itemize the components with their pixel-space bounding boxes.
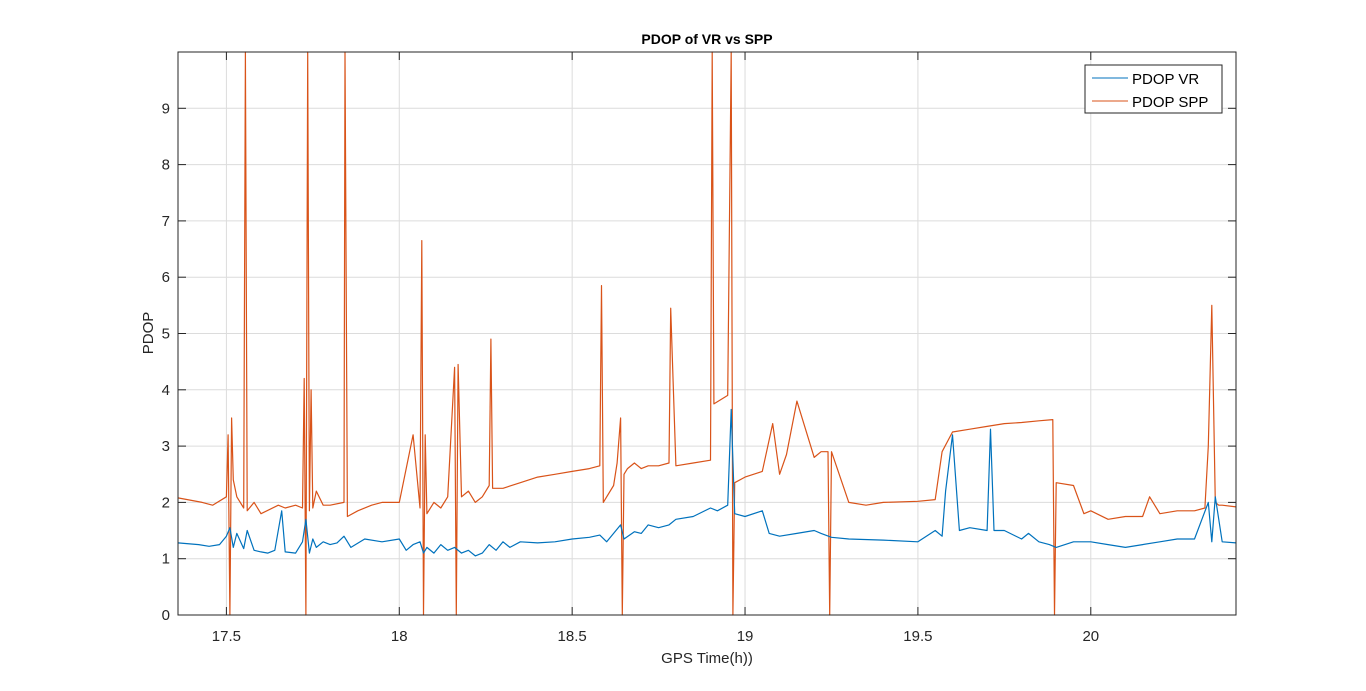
plot-lines xyxy=(177,51,1237,616)
gridlines xyxy=(178,52,1236,616)
x-axis-ticks: 17.5 18 18.5 19 19.5 20 xyxy=(212,52,1099,645)
y-tick-label: 5 xyxy=(162,326,170,343)
y-tick-label: 0 xyxy=(162,607,170,624)
legend-entry-vr: PDOP VR xyxy=(1132,71,1199,88)
y-axis-ticks: 0 1 2 3 4 5 6 7 8 9 xyxy=(162,100,1236,624)
x-tick-label: 19 xyxy=(737,628,754,645)
y-tick-label: 2 xyxy=(162,494,170,511)
series-line-spp xyxy=(177,51,1237,616)
y-tick-label: 4 xyxy=(162,382,170,399)
x-tick-label: 18 xyxy=(391,628,408,645)
x-tick-label: 20 xyxy=(1082,628,1099,645)
y-axis-label: PDOP xyxy=(140,312,157,355)
chart-title: PDOP of VR vs SPP xyxy=(641,31,772,47)
x-tick-label: 19.5 xyxy=(903,628,932,645)
y-tick-label: 6 xyxy=(162,269,170,286)
legend-entry-spp: PDOP SPP xyxy=(1132,94,1208,111)
y-tick-label: 8 xyxy=(162,157,170,174)
x-tick-label: 17.5 xyxy=(212,628,241,645)
y-tick-label: 7 xyxy=(162,213,170,230)
legend-box xyxy=(1084,64,1223,114)
x-tick-label: 18.5 xyxy=(558,628,587,645)
y-tick-label: 3 xyxy=(162,438,170,455)
y-tick-label: 1 xyxy=(162,551,170,568)
legend: PDOP VR PDOP SPP xyxy=(1084,64,1223,114)
y-tick-label: 9 xyxy=(162,100,170,117)
x-axis-label: GPS Time(h)) xyxy=(661,650,753,667)
series-line-vr xyxy=(177,408,1237,557)
